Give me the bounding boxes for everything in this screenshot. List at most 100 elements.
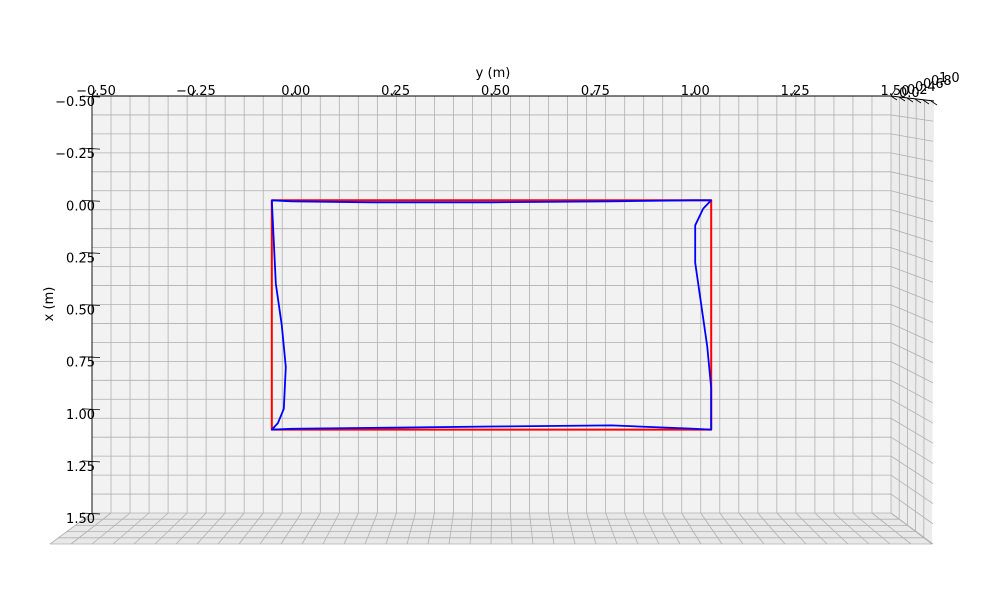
x-tick-label: 0.00 [66, 199, 95, 214]
x-tick-label: 1.25 [66, 460, 95, 475]
y-tick-label: 1.25 [781, 84, 810, 99]
side-grid-line [890, 417, 934, 444]
z-tick-mark [922, 99, 930, 105]
floor-grid-line [852, 512, 891, 545]
x-tick-mark [81, 95, 101, 98]
y-tick-mark [890, 89, 896, 97]
floor-grid-line [643, 512, 660, 545]
x-tick-mark [81, 408, 101, 411]
floor-grid-line [70, 512, 112, 545]
x-tick-label: 0.50 [66, 304, 95, 319]
floor-grid-line [757, 512, 786, 545]
side-grid-line [890, 228, 934, 243]
floor-grid-line [406, 512, 416, 545]
y-tick-label: −0.50 [76, 84, 116, 99]
x-tick-label: 0.25 [66, 251, 95, 266]
floor-grid-line [364, 512, 378, 545]
floor-grid-line [154, 512, 188, 545]
side-grid-line [890, 361, 934, 384]
x-tick-mark [81, 356, 101, 359]
side-grid-line [890, 266, 934, 283]
tick-marks: −0.50 −0.25 0.00 0.25 0.50 0.75 1.00 1.25 1.50 −0… [55, 71, 960, 527]
y-tick-label: −0.25 [176, 84, 216, 99]
side-grid-line [890, 285, 934, 303]
y-tick-label: 0.75 [581, 84, 610, 99]
floor-grid-line [833, 512, 870, 545]
z-tick-label: 0.2 [907, 83, 928, 98]
floor-grid-line [795, 512, 828, 545]
x-tick-label: −0.25 [55, 147, 95, 162]
y-tick-mark [191, 89, 197, 97]
axes-panes [50, 96, 934, 544]
side-grid-line [890, 436, 934, 464]
floor-grid-line [427, 512, 435, 545]
z-tick-label: 0.0 [899, 86, 920, 101]
floor-grid-line [586, 512, 597, 545]
z-tick-label: 0.8 [931, 74, 952, 89]
floor-grid-line [624, 512, 639, 545]
side-grid-line [915, 98, 917, 532]
x-tick-mark [81, 147, 101, 150]
floor-grid-line [681, 512, 702, 545]
floor-grid-line [259, 512, 283, 545]
side-grid-line [890, 209, 934, 223]
y-tick-mark [591, 89, 596, 97]
floor-grid-line [133, 512, 169, 545]
side-grid-line [890, 171, 934, 182]
x-tick-mark [81, 512, 101, 515]
floor-grid-line [890, 512, 933, 545]
x-axis-title: x (m) [42, 287, 57, 322]
y-tick-mark [291, 89, 297, 97]
side-grid-line [890, 114, 934, 122]
y-tick-mark [690, 89, 696, 97]
x-tick-label: −0.50 [55, 95, 95, 110]
floor-grid-line [738, 512, 765, 545]
x-tick-label: 1.00 [66, 408, 95, 423]
y-tick-label: 0.00 [281, 84, 310, 99]
floor-grid-line [510, 512, 513, 545]
x-tick-label: 0.75 [66, 356, 95, 371]
z-tick-label: 1.0 [939, 71, 960, 86]
floor-grid-line [385, 512, 397, 545]
z-tick-mark [906, 97, 914, 103]
trajectory-line [270, 199, 713, 431]
side-grid-line [890, 323, 934, 344]
x-tick-mark [81, 460, 101, 463]
z-tick-label: 0.6 [923, 77, 944, 92]
side-grid-line [890, 398, 934, 424]
floor-grid-line [301, 512, 321, 545]
side-pane [891, 96, 934, 544]
z-tick-mark [914, 98, 922, 104]
floor-grid-line [548, 512, 555, 545]
floor-grid-line [280, 512, 302, 545]
floor-grid-line [49, 512, 93, 545]
side-grid-line [890, 304, 934, 323]
y-tick-mark [391, 89, 396, 97]
floor-grid-line [448, 512, 454, 545]
floor-grid-line [322, 512, 340, 545]
y-tick-mark [491, 89, 496, 97]
x-tick-label: 1.50 [66, 512, 95, 527]
floor-grid-line [871, 512, 912, 545]
floor-grid-line [196, 512, 226, 545]
floor-grid-line [529, 512, 534, 545]
y-axis-title: y (m) [476, 66, 511, 81]
y-tick-mark [790, 89, 796, 97]
y-tick-mark [91, 89, 97, 97]
floor-grid-line [814, 512, 849, 545]
floor-grid-line [662, 512, 681, 545]
side-grid-line [890, 247, 934, 263]
side-grid-line [890, 342, 934, 364]
y-tick-label: 1.50 [881, 84, 910, 99]
x-tick-mark [81, 251, 101, 254]
floor-grid-line [490, 512, 492, 545]
y-tick-label: 1.00 [681, 84, 710, 99]
floor-grid-line [175, 512, 207, 545]
side-grid-line [923, 99, 925, 538]
floor-grid-line [719, 512, 744, 545]
floor-grid-line [217, 512, 245, 545]
z-tick-mark [890, 95, 898, 101]
side-grid-line [890, 152, 934, 162]
floor-grid-line [112, 512, 150, 545]
floor-grid-line [91, 512, 131, 545]
